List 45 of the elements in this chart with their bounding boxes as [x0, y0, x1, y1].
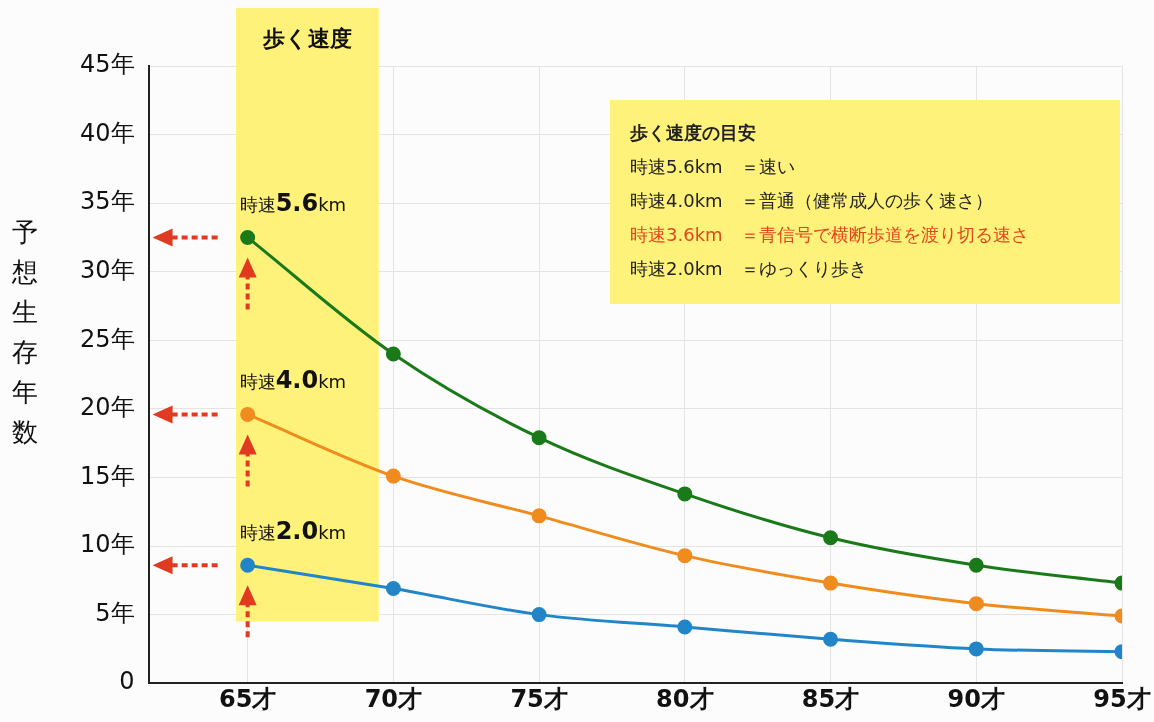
point — [677, 619, 693, 635]
point — [385, 581, 401, 597]
y-tick-label: 35年 — [79, 187, 135, 216]
point — [531, 607, 547, 623]
point — [385, 346, 401, 362]
x-tick-label: 80才 — [656, 684, 714, 713]
y-tick-label: 10年 — [79, 530, 135, 559]
point — [823, 530, 839, 546]
series-label: 時速5.6km — [239, 189, 347, 218]
series-label: 時速4.0km — [239, 366, 347, 395]
point — [531, 508, 547, 524]
x-tick-label: 65才 — [218, 684, 277, 713]
point — [968, 557, 984, 573]
point — [385, 468, 401, 484]
point — [531, 430, 547, 446]
x-tick-label: 85才 — [801, 684, 860, 713]
point — [823, 575, 839, 591]
y-tick-label: 45年 — [79, 50, 135, 79]
y-axis-title: 予想生存年数 — [11, 216, 39, 449]
annotation: 時速3.6km ＝青信号で横断歩道を渡り切る速さ — [630, 223, 1030, 247]
point — [823, 631, 839, 647]
y-tick-label: 30年 — [79, 255, 135, 284]
point — [240, 557, 256, 573]
point — [240, 406, 256, 422]
annotation: 歩く速度の目安 — [630, 121, 757, 145]
y-tick-label: 20年 — [79, 393, 135, 422]
band-label: 歩く速度 — [261, 25, 352, 51]
x-tick-label: 70才 — [364, 684, 423, 713]
y-tick-label: 25年 — [79, 324, 135, 353]
series-label: 時速2.0km — [239, 517, 347, 546]
y-tick-label: 0 — [119, 667, 135, 696]
annotation: 時速5.6km ＝速い — [630, 155, 796, 179]
point — [968, 596, 984, 612]
y-tick-label: 40年 — [79, 118, 135, 147]
annotation: 時速2.0km ＝ゆっくり歩き — [630, 257, 868, 281]
x-tick-label: 75才 — [510, 684, 568, 713]
point — [677, 486, 693, 502]
y-tick-label: 5年 — [95, 598, 135, 627]
annotation: 時速4.0km ＝普通（健常成人の歩く速さ） — [630, 189, 994, 213]
point — [677, 548, 693, 564]
x-tick-label: 95才 — [1093, 684, 1151, 713]
x-tick-label: 90才 — [947, 684, 1005, 713]
y-tick-label: 15年 — [79, 461, 135, 490]
point — [240, 229, 256, 245]
point — [968, 641, 984, 657]
